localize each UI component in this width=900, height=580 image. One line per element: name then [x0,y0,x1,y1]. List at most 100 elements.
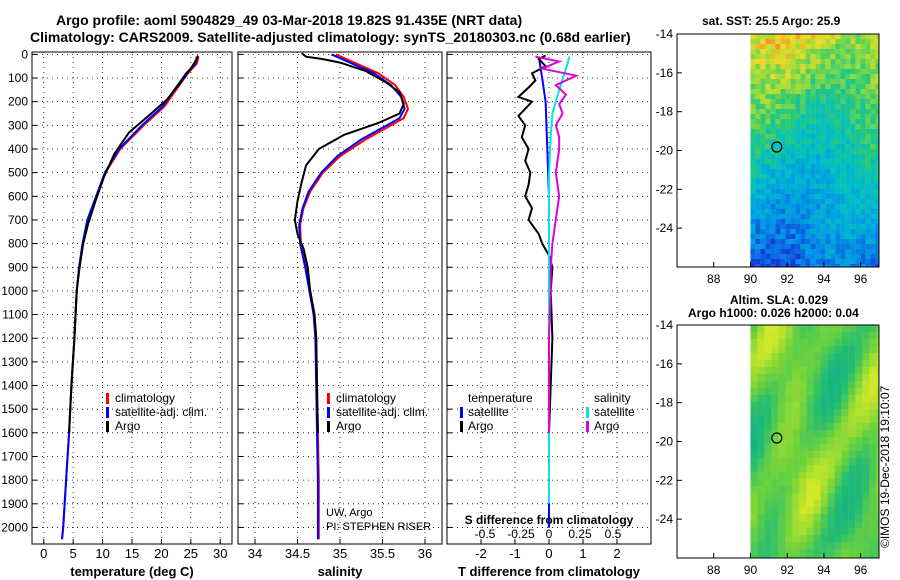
sla-map-xtick-label-96: 96 [854,563,868,577]
diff-legend-label-3: salinity [594,391,631,405]
temperature-legend-label-0: climatology [115,391,175,405]
temperature-legend-label-1: satellite-adj. clim. [115,405,207,419]
sst-map-xtick-label-90: 90 [744,272,758,286]
depth-tick-label-0: 0 [21,47,28,61]
temperature-legend-swatch-1 [106,407,109,418]
depth-tick-label-1700: 1700 [1,449,28,463]
depth-tick-label-700: 700 [8,213,28,227]
temperature-legend-label-2: Argo [115,419,141,433]
sla-map-ytick-label--14: -14 [656,318,674,332]
diff-top-tick-2: 0 [546,527,553,541]
diff-top-tick-3: 0.25 [568,527,592,541]
diff-legend-label-1: satellite [468,405,509,419]
depth-tick-label-1400: 1400 [1,379,28,393]
sla-map-field [750,325,879,558]
sst-map-ytick-label--24: -24 [656,221,674,235]
salinity-legend-label-0: climatology [336,391,396,405]
temperature-legend-swatch-0 [106,393,109,404]
sla-map-xtick-label-88: 88 [707,563,721,577]
salinity-xlabel: salinity [318,564,364,579]
sst-map-ytick-label--18: -18 [656,105,674,119]
sla-map-title-line2: Argo h1000: 0.026 h2000: 0.04 [688,306,859,320]
difference-xtick-label-4: 2 [613,546,620,561]
salinity-legend-swatch-2 [327,421,330,432]
sst-map-ytick-label--20: -20 [656,144,674,158]
sst-map-xtick-label-92: 92 [781,272,795,286]
depth-tick-label-2000: 2000 [1,520,28,534]
salinity-xtick-label-3: 35.5 [370,546,395,561]
sla-map-ytick-label--18: -18 [656,396,674,410]
diff-legend-label-2: Argo [468,419,494,433]
sla-map-xtick-label-94: 94 [817,563,831,577]
temperature-xtick-label-4: 20 [154,546,168,561]
salinity-legend-label-2: Argo [336,419,362,433]
temperature-xtick-label-3: 15 [125,546,139,561]
sst-map-xtick-label-94: 94 [817,272,831,286]
sst-map-field [750,34,879,267]
temperature-series-0 [61,56,200,540]
difference-xtick-label-1: -1 [509,546,521,561]
figure-title-line2: Climatology: CARS2009. Satellite-adjuste… [30,29,631,45]
depth-tick-label-1300: 1300 [1,355,28,369]
depth-tick-label-1600: 1600 [1,426,28,440]
depth-tick-label-200: 200 [8,95,28,109]
sla-map-xtick-label-92: 92 [781,563,795,577]
depth-tick-label-1000: 1000 [1,284,28,298]
salinity-legend-swatch-0 [327,393,330,404]
diff-legend-swatch-4 [586,407,589,418]
difference-xtick-label-2: 0 [545,546,552,561]
depth-tick-label-400: 400 [8,142,28,156]
salinity-legend-label-1: satellite-adj. clim. [336,405,428,419]
diff-legend-swatch-2 [460,421,463,432]
sla-map-ytick-label--16: -16 [656,357,674,371]
sst-map-xtick-label-96: 96 [854,272,868,286]
sst-map-ytick-label--22: -22 [656,182,674,196]
difference-xtick-label-0: -2 [475,546,487,561]
depth-tick-label-500: 500 [8,166,28,180]
difference-xtick-label-3: 1 [579,546,586,561]
sst-map-ytick-label--14: -14 [656,27,674,41]
salinity-xtick-label-1: 34.5 [285,546,310,561]
depth-tick-label-1200: 1200 [1,331,28,345]
sst-map-profile-marker [771,141,783,153]
temperature-xtick-label-1: 5 [70,546,77,561]
diff-top-tick-1: -0.25 [507,527,535,541]
sla-map-xtick-label-90: 90 [744,563,758,577]
temperature-xlabel: temperature (deg C) [70,564,194,579]
salinity-series-2 [293,52,405,433]
temperature-xtick-label-5: 25 [184,546,198,561]
depth-tick-label-800: 800 [8,237,28,251]
depth-tick-label-900: 900 [8,260,28,274]
temperature-xtick-label-0: 0 [40,546,47,561]
diff-legend-swatch-5 [586,421,589,432]
difference-xlabel: T difference from climatology [458,564,641,579]
depth-tick-label-1900: 1900 [1,497,28,511]
diff-top-axis-label: S difference from climatology [465,513,634,527]
diff-legend-label-5: Argo [594,419,620,433]
temperature-legend-swatch-2 [106,421,109,432]
depth-tick-label-1100: 1100 [2,308,28,322]
figure-title-line1: Argo profile: aoml 5904829_49 03-Mar-201… [56,12,523,28]
diff-legend-label-4: satellite [594,405,635,419]
salinity-xtick-label-4: 36 [418,546,432,561]
temperature-xtick-label-2: 10 [95,546,109,561]
sst-map-title: sat. SST: 25.5 Argo: 25.9 [702,14,841,28]
salinity-annotation-line1: UW, Argo [326,507,372,519]
sla-map-ytick-label--22: -22 [656,473,674,487]
salinity-annotation-line2: PI: STEPHEN RISER [326,521,431,533]
salinity-xtick-label-0: 34 [248,546,262,561]
depth-tick-label-1500: 1500 [1,402,28,416]
sst-map-xtick-label-88: 88 [707,272,721,286]
sla-map-ytick-label--20: -20 [656,435,674,449]
salinity-xtick-label-2: 35 [333,546,347,561]
depth-tick-label-600: 600 [8,189,28,203]
temperature-series-2 [68,55,199,433]
depth-tick-label-300: 300 [8,118,28,132]
difference-series-1 [516,54,554,433]
temperature-series-1 [61,56,198,540]
difference-series-3 [535,55,580,433]
sla-map-title-line1: Altim. SLA: 0.029 [730,293,829,307]
sst-map-ytick-label--16: -16 [656,66,674,80]
diff-legend-swatch-1 [460,407,463,418]
